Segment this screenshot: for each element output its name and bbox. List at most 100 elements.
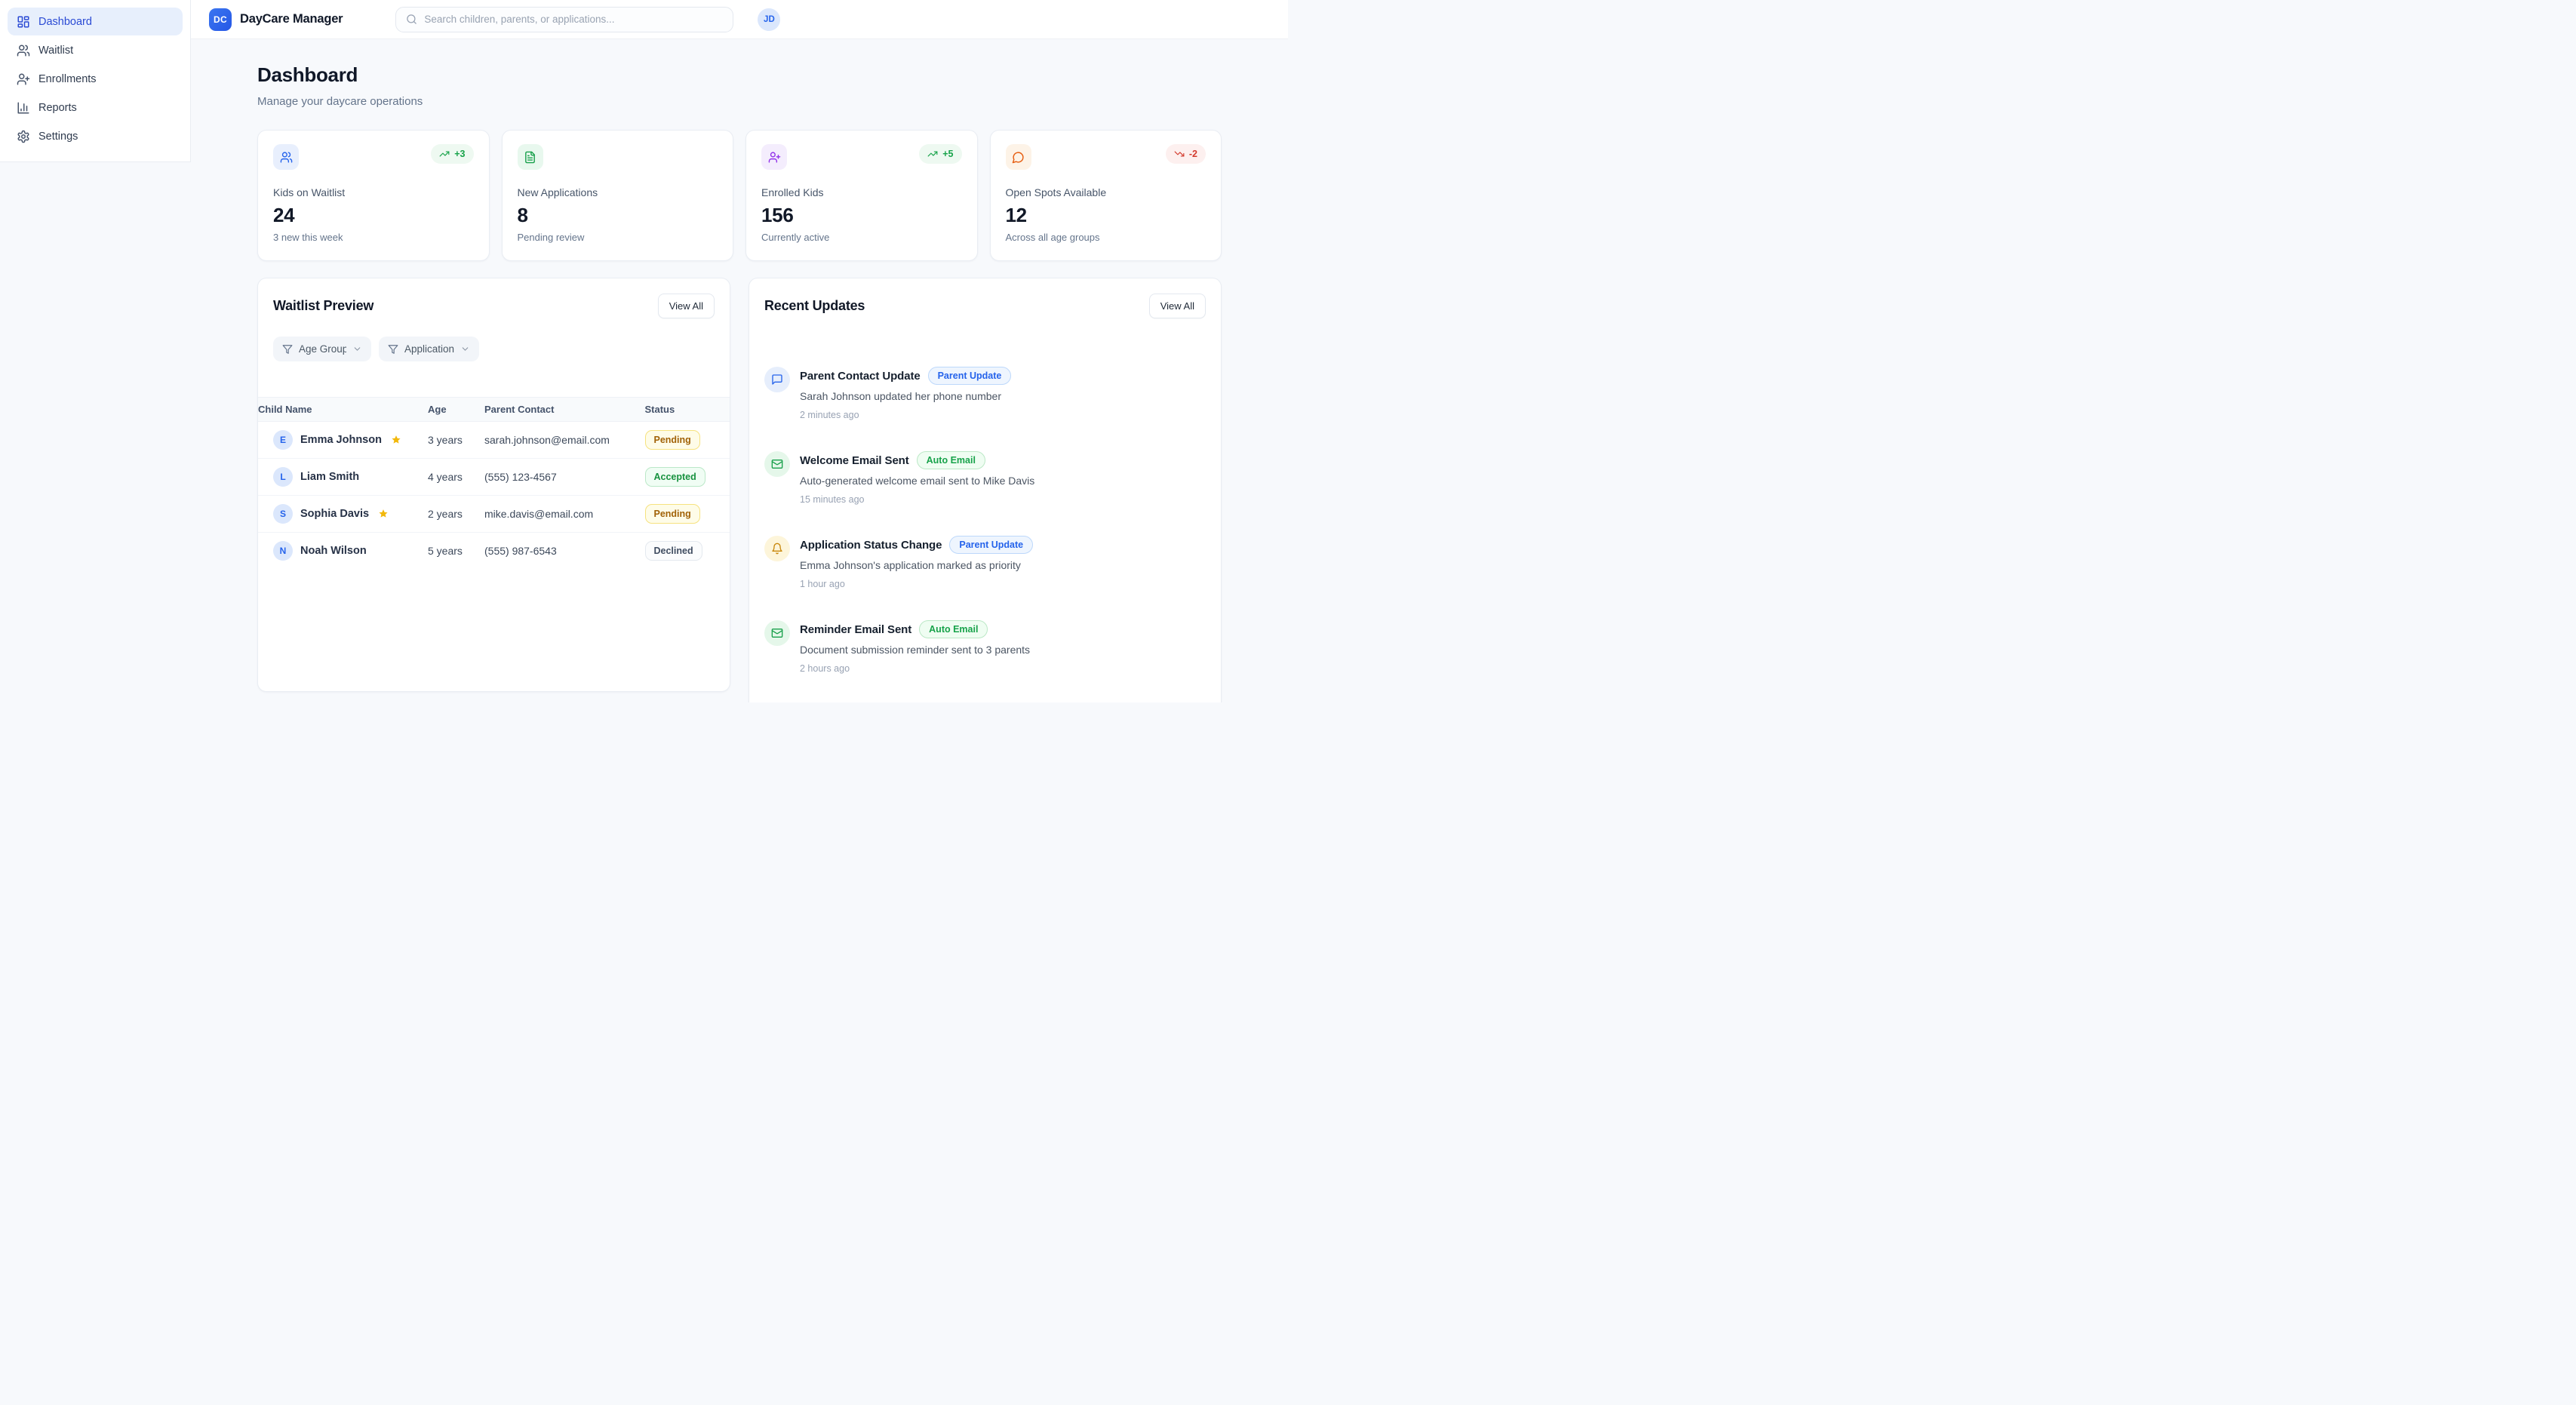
update-title: Application Status Change xyxy=(800,538,942,552)
stat-value: 24 xyxy=(273,204,295,226)
stat-value: 12 xyxy=(1005,204,1028,226)
parent-contact: sarah.johnson@email.com xyxy=(484,421,645,459)
stat-subtext: 3 new this week xyxy=(273,232,343,243)
update-description: Auto-generated welcome email sent to Mik… xyxy=(800,475,1035,487)
users-icon xyxy=(280,151,293,164)
update-badge: Parent Update xyxy=(949,536,1034,554)
sidebar-item[interactable]: Settings xyxy=(8,122,183,150)
update-title: Welcome Email Sent xyxy=(800,453,909,467)
waitlist-view-all-button[interactable]: View All xyxy=(657,294,715,318)
sidebar: Dashboard Waitlist Enrollments Reports S… xyxy=(0,0,191,162)
stat-cards: +3 Kids on Waitlist 24 3 new this week N xyxy=(257,130,1222,261)
user-plus-icon xyxy=(768,151,781,164)
chart-column-icon xyxy=(17,101,30,115)
waitlist-table: Child Name Age Parent Contact Status E Emma… xyxy=(258,397,730,569)
update-item: Reminder Email Sent Auto Email Document … xyxy=(764,620,1206,674)
stat-subtext: Currently active xyxy=(761,232,830,243)
waitlist-panel-title: Waitlist Preview xyxy=(273,298,374,313)
update-icon-circle xyxy=(764,367,790,392)
child-avatar: E xyxy=(273,430,293,450)
mail-icon xyxy=(771,458,783,470)
update-icon-circle xyxy=(764,451,790,477)
message-square-icon xyxy=(771,374,783,386)
page-subtitle: Manage your daycare operations xyxy=(257,95,423,108)
waitlist-preview-panel: Waitlist Preview View All Age Group Appl… xyxy=(257,278,730,692)
child-age: 5 years xyxy=(428,545,463,557)
search-input[interactable] xyxy=(424,14,724,25)
child-avatar: N xyxy=(273,541,293,561)
column-header: Status xyxy=(644,397,730,422)
child-name: Liam Smith xyxy=(300,471,360,483)
parent-contact: (555) 987-6543 xyxy=(484,545,557,557)
update-timestamp: 1 hour ago xyxy=(800,579,845,589)
trending-down-icon xyxy=(1174,149,1185,159)
trend-value: -2 xyxy=(1188,149,1197,159)
trend-badge: -2 xyxy=(1165,144,1206,164)
filter-dropdown[interactable]: Application xyxy=(379,337,480,361)
update-item: Welcome Email Sent Auto Email Auto-gener… xyxy=(764,451,1206,505)
updates-view-all-button[interactable]: View All xyxy=(1148,294,1206,318)
sidebar-item-label: Settings xyxy=(38,130,78,143)
priority-star-icon xyxy=(391,435,401,445)
user-avatar[interactable]: JD xyxy=(758,8,781,31)
table-row[interactable]: N Noah Wilson 5 years (555) 987-6543 Dec… xyxy=(258,533,730,570)
status-badge: Pending xyxy=(644,504,700,524)
table-row[interactable]: L Liam Smith 4 years (555) 123-4567 Acce… xyxy=(258,458,730,496)
child-avatar: L xyxy=(273,467,293,487)
file-text-icon xyxy=(524,151,536,164)
table-row[interactable]: E Emma Johnson 3 years sarah.johnson@ema… xyxy=(258,421,730,459)
parent-contact: mike.davis@email.com xyxy=(484,495,645,533)
update-timestamp: 2 minutes ago xyxy=(800,410,859,420)
child-age: 4 years xyxy=(428,458,484,496)
priority-star-icon xyxy=(378,509,389,519)
filter-icon xyxy=(388,344,398,355)
trending-up-icon xyxy=(927,149,938,159)
sidebar-item[interactable]: Waitlist xyxy=(8,36,183,64)
stat-icon-chip xyxy=(517,144,543,170)
filter-icon xyxy=(282,344,293,355)
stat-icon-chip xyxy=(273,144,299,170)
layout-dashboard-icon xyxy=(17,15,30,29)
status-badge: Accepted xyxy=(644,467,705,487)
trend-value: +3 xyxy=(454,149,466,159)
update-icon-circle xyxy=(764,620,790,646)
stat-label: Enrolled Kids xyxy=(761,186,824,198)
column-header: Child Name xyxy=(258,397,428,422)
trend-badge: +3 xyxy=(431,144,474,164)
bell-icon xyxy=(771,543,783,555)
filter-dropdown[interactable]: Age Group xyxy=(273,337,371,361)
brand-logo: DC xyxy=(209,8,232,31)
global-search[interactable] xyxy=(395,6,734,32)
table-header-row: Child Name Age Parent Contact Status xyxy=(258,397,730,422)
stat-icon-chip xyxy=(761,144,787,170)
user-plus-icon xyxy=(17,72,30,86)
trend-badge: +5 xyxy=(919,144,962,164)
stat-subtext: Across all age groups xyxy=(1005,232,1100,243)
message-circle-icon xyxy=(1012,151,1025,164)
child-age: 3 years xyxy=(428,421,484,459)
update-item: Parent Contact Update Parent Update Sara… xyxy=(764,367,1206,420)
stat-value: 156 xyxy=(761,204,794,226)
update-description: Document submission reminder sent to 3 p… xyxy=(800,644,1031,656)
sidebar-item[interactable]: Dashboard xyxy=(8,8,183,35)
column-header: Parent Contact xyxy=(484,397,645,422)
updates-list: Parent Contact Update Parent Update Sara… xyxy=(764,367,1206,702)
status-badge: Pending xyxy=(644,430,700,450)
updates-panel-title: Recent Updates xyxy=(764,298,865,313)
stat-subtext: Pending review xyxy=(517,232,585,243)
stat-card: -2 Open Spots Available 12 Across all ag… xyxy=(989,130,1222,261)
update-item: Application Status Change Parent Update … xyxy=(764,536,1206,589)
sidebar-nav: Dashboard Waitlist Enrollments Reports S… xyxy=(8,8,183,150)
sidebar-item[interactable]: Enrollments xyxy=(8,65,183,93)
trending-up-icon xyxy=(439,149,450,159)
sidebar-item-label: Waitlist xyxy=(38,44,74,57)
stat-label: New Applications xyxy=(517,186,598,198)
trend-value: +5 xyxy=(942,149,954,159)
stat-value: 8 xyxy=(517,204,528,226)
stat-card: New Applications 8 Pending review xyxy=(501,130,733,261)
table-row[interactable]: S Sophia Davis 2 years mike.davis@email.… xyxy=(258,495,730,533)
sidebar-item[interactable]: Reports xyxy=(8,94,183,121)
chevron-down-icon xyxy=(460,344,470,354)
settings-icon xyxy=(17,130,30,143)
chevron-down-icon xyxy=(352,344,362,354)
